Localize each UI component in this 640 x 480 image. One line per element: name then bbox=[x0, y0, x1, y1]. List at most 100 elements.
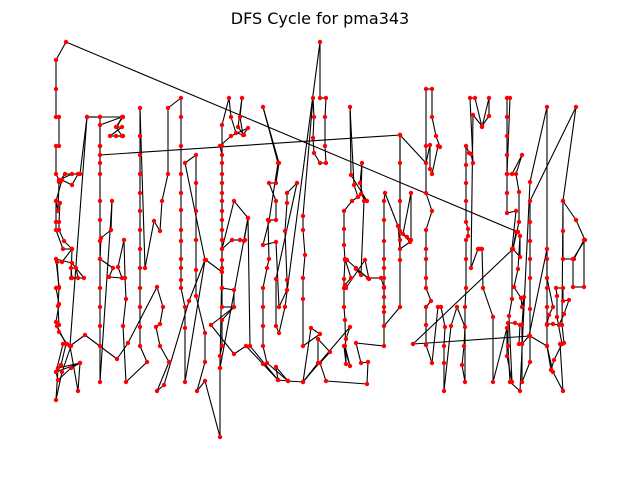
tour-node bbox=[463, 180, 469, 186]
tour-edge bbox=[556, 316, 563, 345]
tour-node bbox=[408, 190, 414, 196]
tour-edge bbox=[470, 248, 479, 269]
tour-node bbox=[97, 217, 103, 223]
tour-node bbox=[165, 105, 171, 111]
tour-node bbox=[358, 272, 364, 278]
tour-node bbox=[544, 104, 550, 110]
tour-node bbox=[97, 160, 103, 166]
tour-edge bbox=[55, 362, 81, 373]
tour-node bbox=[106, 274, 112, 280]
tour-node bbox=[397, 237, 403, 243]
tour-node bbox=[123, 379, 129, 385]
tour-node bbox=[228, 133, 234, 139]
tour-edge bbox=[262, 241, 277, 246]
tour-node bbox=[219, 265, 225, 271]
tour-edge bbox=[69, 334, 86, 347]
tour-node bbox=[527, 219, 533, 225]
tour-node bbox=[322, 143, 328, 149]
tour-edge bbox=[359, 182, 365, 202]
tour-edge bbox=[561, 324, 565, 344]
tour-node bbox=[504, 190, 510, 196]
tour-node bbox=[300, 296, 306, 302]
tour-edge bbox=[562, 106, 577, 202]
tour-edge bbox=[233, 345, 247, 355]
figure-title: DFS Cycle for pma343 bbox=[231, 9, 409, 28]
tour-node bbox=[397, 257, 403, 263]
tour-node bbox=[315, 360, 321, 366]
tour-node bbox=[276, 330, 282, 336]
tour-edge bbox=[402, 192, 412, 235]
tour-edge bbox=[561, 200, 564, 326]
tour-node bbox=[527, 306, 533, 312]
tour-node bbox=[310, 135, 316, 141]
tour-node bbox=[310, 95, 316, 101]
tour-node bbox=[573, 104, 579, 110]
tour-node bbox=[120, 133, 126, 139]
tour-node bbox=[341, 208, 347, 214]
tour-edge bbox=[221, 200, 235, 250]
tour-edge bbox=[552, 371, 564, 392]
tour-node bbox=[53, 86, 59, 92]
tour-edge bbox=[117, 239, 125, 268]
tour-node bbox=[69, 182, 75, 188]
tour-edge bbox=[156, 361, 170, 392]
tour-edge bbox=[262, 345, 268, 364]
tour-node bbox=[480, 285, 486, 291]
tour-edge bbox=[515, 173, 520, 193]
tour-node bbox=[448, 323, 454, 329]
tour-node bbox=[462, 304, 468, 310]
tour-node bbox=[178, 207, 184, 213]
tour-node bbox=[462, 324, 468, 330]
tour-edge bbox=[268, 182, 277, 202]
tour-node bbox=[193, 208, 199, 214]
tour-node bbox=[486, 113, 492, 119]
tour-edge bbox=[521, 296, 525, 326]
tour-node bbox=[463, 162, 469, 168]
tour-node bbox=[546, 312, 552, 318]
tour-node bbox=[159, 198, 165, 204]
tour-edge bbox=[144, 220, 155, 269]
tour-node bbox=[285, 378, 291, 384]
tour-node bbox=[404, 234, 410, 240]
tour-edge bbox=[239, 97, 243, 118]
tour-edge bbox=[431, 145, 439, 175]
tour-node bbox=[519, 379, 525, 385]
tour-edge bbox=[61, 248, 73, 263]
tour-node bbox=[217, 434, 223, 440]
tour-node bbox=[423, 143, 429, 149]
tour-node bbox=[341, 343, 347, 349]
tour-node bbox=[219, 198, 225, 204]
tour-node bbox=[266, 256, 272, 262]
tour-edge bbox=[122, 325, 127, 383]
tour-node bbox=[509, 296, 515, 302]
tour-node bbox=[454, 304, 460, 310]
tour-node bbox=[137, 343, 143, 349]
tour-node bbox=[153, 324, 159, 330]
tour-node bbox=[344, 257, 350, 263]
tour-nodes bbox=[53, 39, 588, 440]
tour-edge bbox=[57, 367, 72, 381]
tour-node bbox=[202, 257, 208, 263]
tour-node bbox=[504, 152, 510, 158]
tour-node bbox=[55, 377, 61, 383]
tour-node bbox=[178, 256, 184, 262]
tour-node bbox=[233, 130, 239, 136]
tour-node bbox=[84, 114, 90, 120]
tour-edges bbox=[55, 41, 586, 438]
tour-node bbox=[442, 324, 448, 330]
tour-node bbox=[137, 152, 143, 158]
tour-edge bbox=[366, 361, 369, 385]
tour-edge bbox=[275, 162, 280, 184]
tour-node bbox=[300, 275, 306, 281]
tour-edge bbox=[61, 345, 72, 373]
tour-edge bbox=[431, 306, 439, 364]
tour-node bbox=[276, 304, 282, 310]
tour-node bbox=[137, 246, 143, 252]
tour-node bbox=[317, 331, 323, 337]
tour-edge bbox=[528, 248, 548, 337]
tour-node bbox=[490, 379, 496, 385]
tour-node bbox=[97, 304, 103, 310]
tour-node bbox=[463, 256, 469, 262]
tour-node bbox=[260, 242, 266, 248]
tour-edge bbox=[508, 315, 513, 383]
